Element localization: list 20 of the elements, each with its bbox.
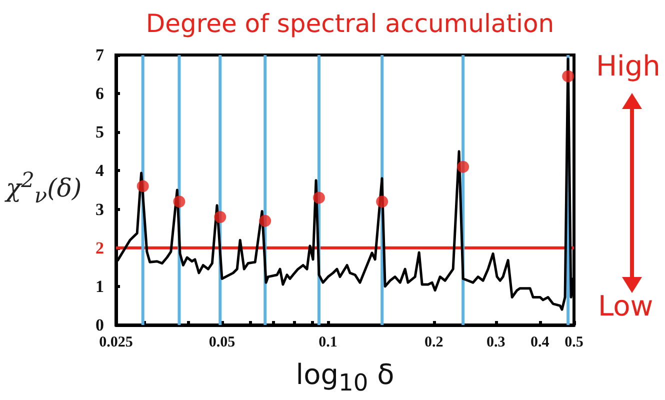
y-tick-label: 6 [96,84,104,104]
y-tick-label: 1 [96,276,104,296]
x-tick-label: 0.5 [564,334,584,350]
text: Low [598,290,654,322]
x-tick-label: 0.2 [424,334,444,350]
y-tick-label: 7 [96,46,104,64]
y-tick-label: 5 [96,122,104,142]
y-tick-label: 0 [96,316,104,334]
y-tick-label: 2 [96,238,104,258]
x-tick-label: 0.4 [530,334,550,350]
y-tick-label: 4 [96,161,104,180]
x-tick-label: 0.1 [318,334,338,350]
x-tick-label: 0.3 [486,334,506,350]
x-axis-title: log$_{10}$ δ [294,358,396,397]
x-tick-label: 0.025 [99,334,133,350]
y-axis-title: χ$^{2}$$_{ν}$(δ) [6,168,82,208]
text: High [596,50,660,82]
y-tick-label: 3 [96,200,104,219]
x-tick-label: 0.05 [208,334,236,350]
chart-title: Degree of spectral accumulation [146,9,554,38]
